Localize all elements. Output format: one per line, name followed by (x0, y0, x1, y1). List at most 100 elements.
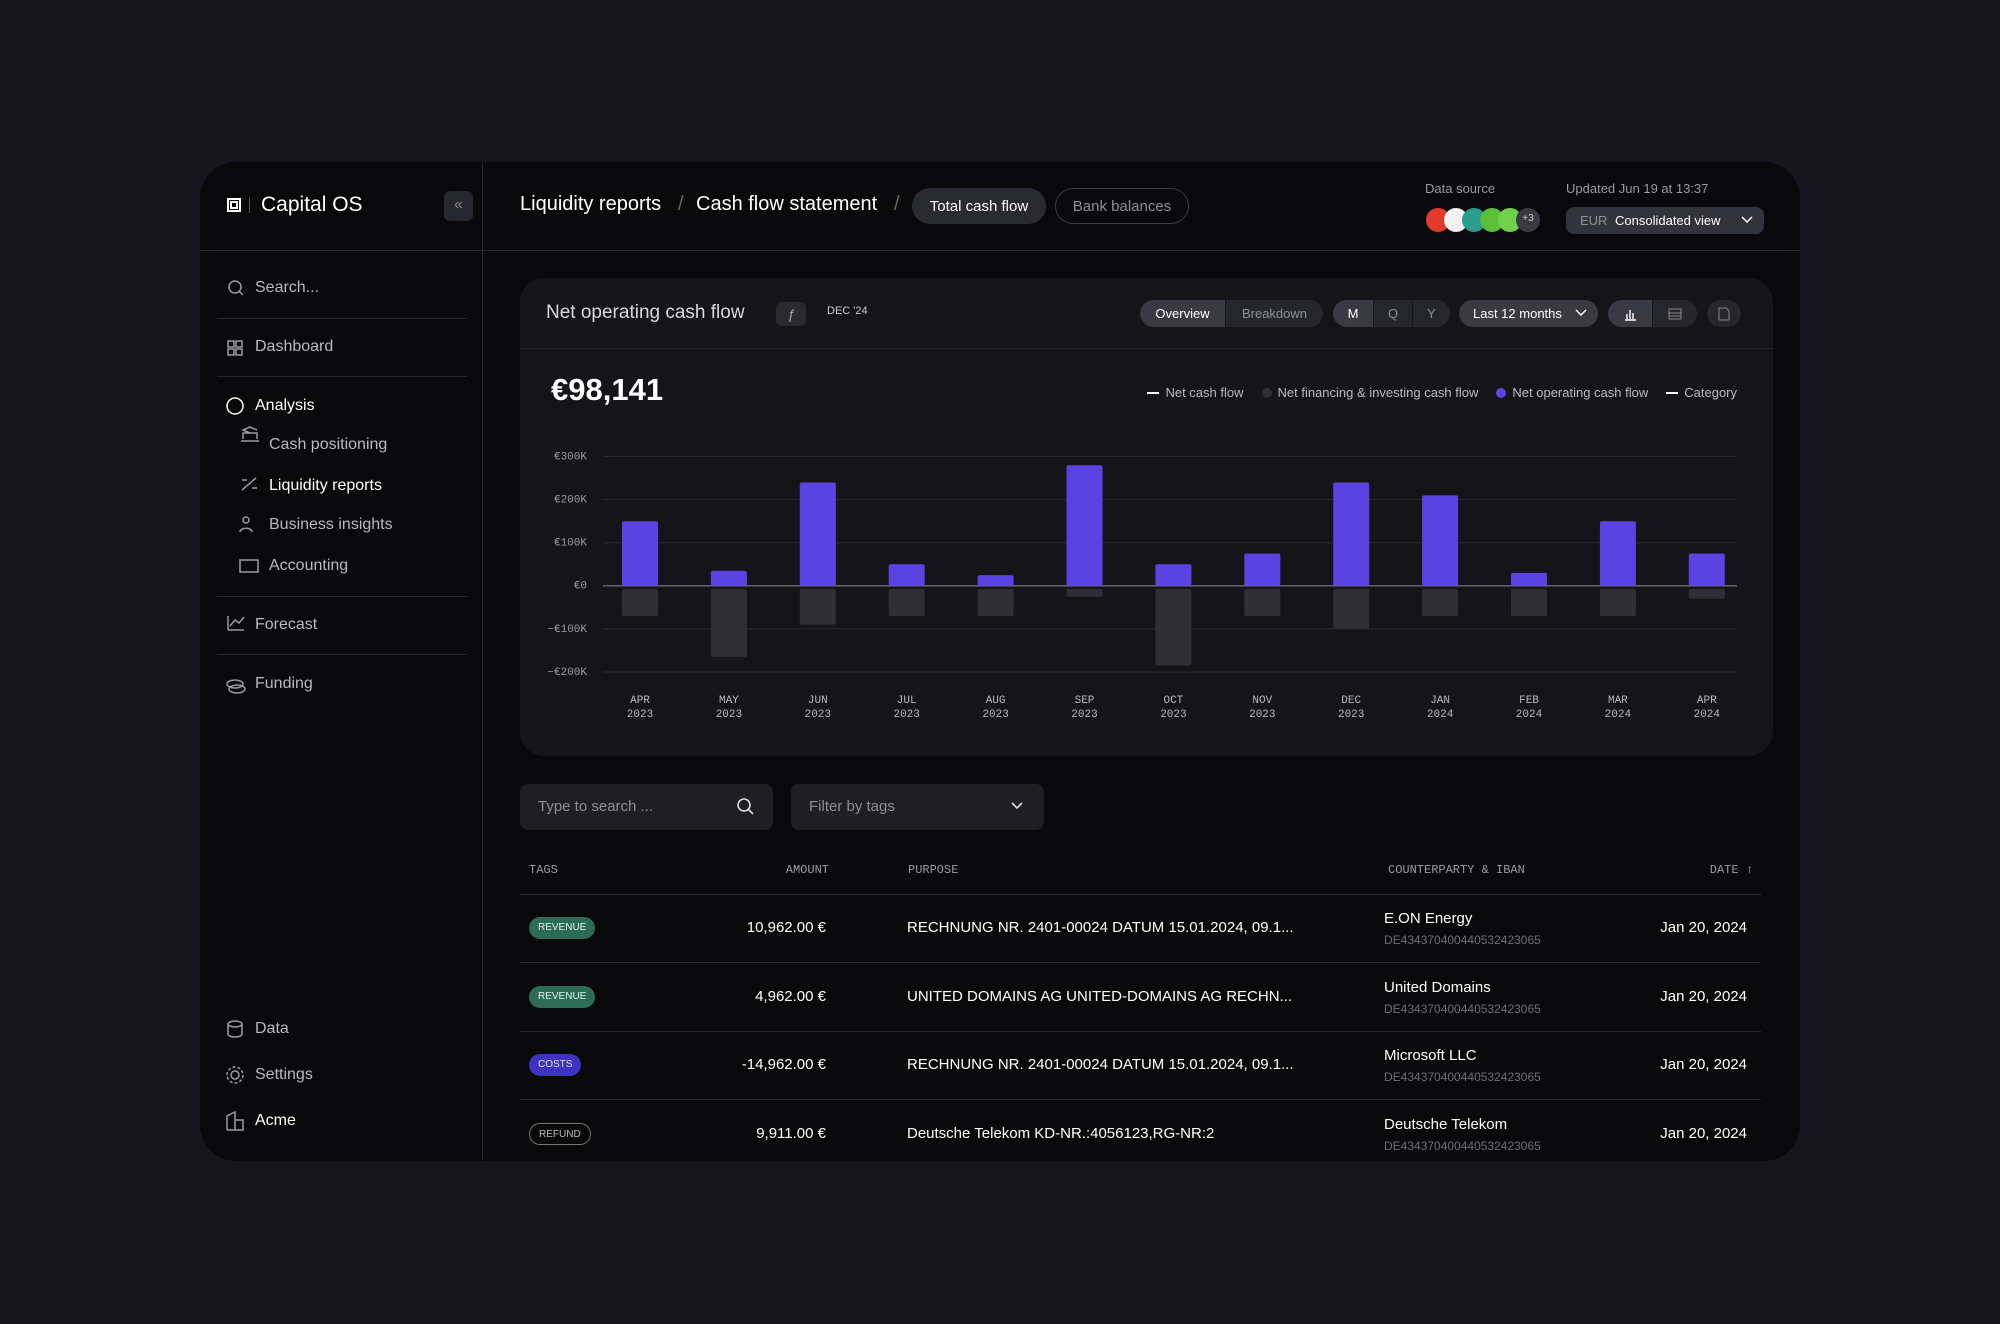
bar (1599, 521, 1636, 586)
tab[interactable]: Total cash flow (912, 188, 1046, 224)
date: Jan 20, 2024 (1660, 1124, 1747, 1142)
y-tick-label: €300K (554, 452, 587, 464)
x-tick-label: APR (1697, 695, 1717, 707)
bar (1599, 588, 1636, 616)
nav-item[interactable]: Settings (255, 1066, 313, 1083)
bar (977, 588, 1014, 616)
sidebar-border (482, 162, 483, 1161)
search[interactable]: Search... (255, 279, 320, 296)
bar (1688, 588, 1725, 599)
table-view-button[interactable] (1653, 300, 1697, 327)
tag-filter[interactable] (791, 784, 1044, 830)
x-tick-label: 2024 (1427, 709, 1454, 721)
row-divider (520, 1030, 1761, 1032)
toggle[interactable]: Y (1413, 300, 1450, 327)
currency: EUR (1580, 213, 1608, 228)
toggle[interactable]: Q (1374, 300, 1412, 327)
nav-item[interactable]: Data (255, 1020, 289, 1037)
toggle[interactable]: M (1333, 300, 1373, 327)
iban: DE434370400440532423065 (1384, 1070, 1541, 1084)
bar (888, 588, 925, 616)
range-dropdown[interactable]: Last 12 months (1459, 300, 1598, 327)
row-divider (520, 1099, 1761, 1100)
source-avatars (1426, 208, 1540, 232)
legend-marker (1261, 387, 1272, 398)
search-input[interactable] (520, 784, 773, 830)
breadcrumb[interactable]: Liquidity reports (520, 193, 662, 215)
y-tick-label: €100K (554, 538, 587, 550)
chart-title: Net operating cash flow (546, 302, 745, 323)
x-tick-label: 2023 (1071, 709, 1097, 721)
date: Jan 20, 2024 (1660, 1056, 1747, 1073)
nav-item[interactable]: Acme (255, 1112, 296, 1129)
placeholder: Type to search ... (538, 798, 654, 815)
tag: COSTS (529, 1054, 582, 1076)
legend-item[interactable]: Net cash flow (1147, 385, 1244, 400)
legend-label: Net cash flow (1165, 385, 1244, 400)
amount: 10,962.00 € (746, 919, 826, 936)
view-dropdown[interactable] (1566, 207, 1764, 234)
export-button[interactable] (1707, 300, 1741, 327)
amount: 9,911.00 € (756, 1124, 826, 1142)
x-tick-label: AUG (986, 695, 1006, 707)
legend-item[interactable]: Category (1666, 385, 1737, 400)
x-tick-label: 2023 (982, 709, 1008, 721)
header-divider (200, 250, 1800, 251)
breadcrumb-separator: / (678, 193, 684, 215)
collapse-button[interactable]: « (444, 191, 473, 221)
nav-item[interactable]: Forecast (255, 616, 318, 633)
chart-view-button[interactable] (1608, 300, 1652, 327)
bar (1333, 588, 1370, 629)
bar (977, 575, 1014, 586)
bar (1244, 588, 1281, 616)
x-tick-label: SEP (1075, 695, 1095, 707)
y-tick-label: −€100K (547, 624, 587, 636)
tag: REVENUE (529, 917, 596, 939)
toggle[interactable]: Breakdown (1226, 300, 1323, 327)
legend-item[interactable]: Net operating cash flow (1496, 385, 1648, 400)
bar (622, 588, 658, 616)
nav-item[interactable]: Dashboard (255, 338, 334, 355)
breadcrumb-separator: / (894, 193, 900, 215)
counterparty: E.ON Energy (1384, 910, 1473, 927)
more-sources: +3 (1522, 213, 1534, 224)
iban: DE434370400440532423065 (1384, 1138, 1541, 1153)
nav-subitem[interactable]: Business insights (269, 516, 393, 533)
bar (1422, 495, 1459, 586)
y-tick-label: −€200K (547, 667, 587, 679)
nav-subitem[interactable]: Liquidity reports (269, 477, 382, 494)
x-tick-label: NOV (1252, 695, 1272, 707)
bar (1066, 465, 1103, 586)
x-tick-label: 2023 (1249, 709, 1275, 721)
x-tick-label: 2023 (805, 709, 831, 721)
legend-item[interactable]: Net financing & investing cash flow (1261, 385, 1478, 400)
nav-subitem[interactable]: Cash positioning (269, 436, 388, 453)
x-tick-label: 2023 (627, 709, 653, 721)
nav-item[interactable]: Funding (255, 675, 313, 692)
x-tick-label: JUL (897, 695, 917, 707)
x-tick-label: OCT (1163, 695, 1183, 707)
x-tick-label: 2023 (893, 709, 919, 721)
bar (1511, 572, 1547, 586)
column-header: DATE ↑ (1709, 863, 1753, 877)
nav-item[interactable]: Analysis (255, 397, 315, 414)
legend-label: Category (1684, 385, 1737, 400)
view: Consolidated view (1615, 213, 1721, 228)
tag: REVENUE (529, 985, 596, 1008)
formula-button[interactable]: ƒ (776, 302, 806, 326)
total: €98,141 (551, 372, 664, 407)
amount: -14,962.00 € (741, 1056, 826, 1073)
breadcrumb[interactable]: Cash flow statement (696, 193, 878, 215)
legend: Net cash flow Net financing & investing c… (1147, 385, 1737, 400)
bar (1333, 482, 1370, 586)
column-header: COUNTERPARTY & IBAN (1388, 863, 1525, 877)
bar (1155, 588, 1192, 666)
tab[interactable]: Bank balances (1055, 188, 1189, 224)
bar (888, 564, 925, 586)
row-divider (520, 962, 1761, 963)
toggle[interactable]: Overview (1140, 300, 1225, 327)
nav-subitem[interactable]: Accounting (269, 557, 349, 574)
bar (1688, 553, 1725, 586)
bar (622, 521, 658, 586)
